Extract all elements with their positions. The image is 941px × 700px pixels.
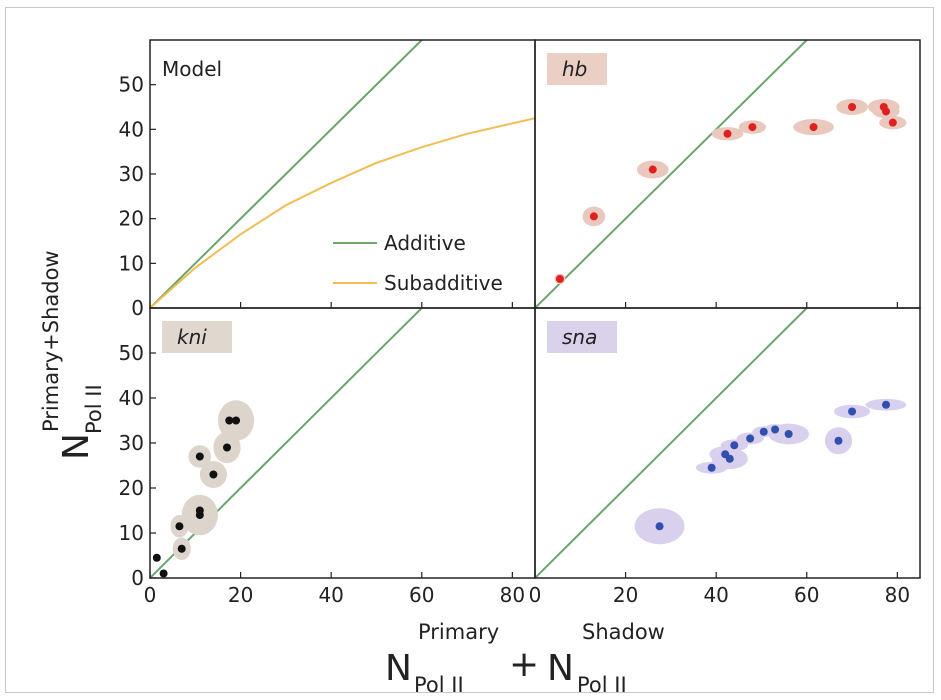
x-tick-label: 40 (318, 583, 343, 607)
x-label-main-2: N (547, 648, 574, 689)
data-point (175, 522, 184, 531)
x-tick-label: 80 (500, 583, 525, 607)
x-label-sub-2: Pol II (577, 673, 627, 697)
data-point (746, 434, 755, 443)
data-point (725, 454, 734, 463)
x-axis-label: N Pol II Primary + N Pol II Shadow (385, 620, 665, 697)
y-tick-label: 30 (119, 431, 144, 455)
legend-label: Subadditive (384, 271, 503, 295)
data-point (177, 544, 186, 553)
data-point (159, 569, 168, 578)
y-tick-label: 10 (119, 521, 144, 545)
x-tick-label: 40 (703, 583, 728, 607)
data-point (834, 436, 843, 445)
y-tick-label: 10 (119, 251, 144, 275)
y-tick-label: 0 (131, 296, 144, 320)
subadditive-curve (150, 117, 535, 308)
y-tick-label: 50 (119, 341, 144, 365)
legend-label: Additive (384, 231, 466, 255)
panel-sna: sna 0 20 40 60 80 (529, 307, 921, 607)
data-point (225, 416, 234, 425)
y-label-sup: Primary+Shadow (39, 250, 63, 432)
panel-model: Additive Subadditive Model 0 10 20 30 40 50 (119, 39, 536, 320)
data-point (195, 452, 204, 461)
panel-label-bg (162, 321, 232, 353)
y-tick-label: 0 (131, 566, 144, 590)
data-point (882, 400, 891, 409)
data-point (809, 123, 818, 132)
y-tick-label: 30 (119, 162, 144, 186)
data-point (589, 212, 598, 221)
y-tick-label: 20 (119, 207, 144, 231)
data-point (555, 274, 564, 283)
data-point (723, 129, 732, 138)
additive-line (535, 308, 808, 578)
data-point (771, 425, 780, 434)
legend: Additive Subadditive (333, 231, 503, 295)
data-point (152, 553, 161, 562)
panel-label: hb (562, 57, 587, 81)
x-tick-label: 20 (228, 583, 253, 607)
x-tick-label: 60 (794, 583, 819, 607)
x-label-plus: + (509, 644, 539, 685)
data-point (730, 441, 739, 450)
panel-label: Model (162, 57, 222, 81)
panel-border (534, 307, 921, 579)
data-point (784, 430, 793, 438)
data-point (209, 470, 218, 479)
additive-line (150, 40, 423, 308)
x-tick-label: 0 (529, 583, 542, 607)
x-tick-label: 60 (409, 583, 434, 607)
panel-label: sna (562, 325, 597, 349)
data-point (195, 506, 204, 515)
x-label-sup-2: Shadow (582, 620, 665, 644)
data-point (848, 407, 857, 416)
data-point (882, 107, 891, 116)
panel-label: kni (177, 325, 207, 349)
panel-kni: kni 0 10 20 30 40 50 0 20 40 60 80 (119, 307, 536, 607)
data-point (848, 103, 857, 111)
data-point (648, 165, 657, 174)
data-point (759, 427, 768, 436)
panel-label-bg (547, 321, 617, 353)
data-point (232, 416, 241, 425)
y-axis-label: N Pol II Primary+Shadow (39, 250, 106, 460)
data-point (748, 123, 757, 132)
y-tick-label: 20 (119, 476, 144, 500)
x-tick-label: 0 (144, 583, 157, 607)
y-tick-label: 50 (119, 73, 144, 97)
y-label-sub: Pol II (82, 384, 106, 434)
x-label-sub-1: Pol II (414, 673, 464, 697)
x-tick-label: 80 (885, 583, 910, 607)
y-tick-label: 40 (119, 386, 144, 410)
y-label-main: N (56, 433, 97, 460)
y-tick-label: 40 (119, 117, 144, 141)
panel-label-bg (547, 53, 607, 85)
x-label-sup-1: Primary (418, 620, 499, 644)
figure-frame (5, 7, 934, 693)
data-point (888, 118, 897, 127)
data-point (223, 443, 231, 452)
panel-hb: hb (534, 39, 921, 309)
data-point (655, 522, 664, 531)
additive-line (535, 40, 808, 308)
x-tick-label: 20 (613, 583, 638, 607)
data-point (707, 463, 716, 472)
x-label-main-1: N (385, 648, 412, 689)
